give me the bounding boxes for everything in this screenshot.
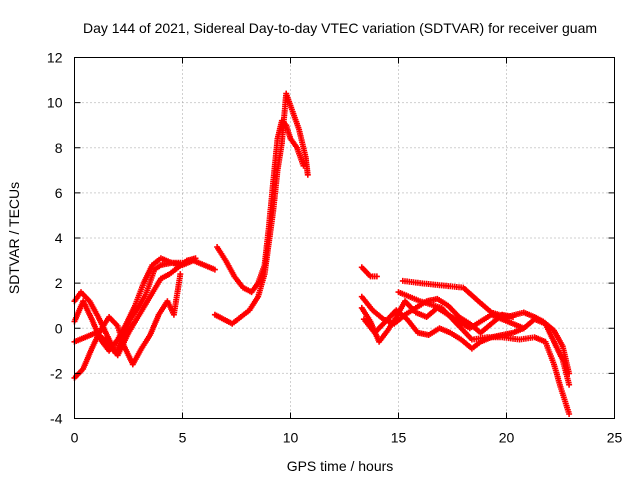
y-tick-label: 10 [47, 95, 63, 111]
y-tick-label: 6 [55, 185, 63, 201]
series-track-7 [358, 264, 380, 280]
data-points [358, 298, 527, 345]
y-tick-label: -2 [50, 365, 63, 381]
y-tick-label: 4 [55, 230, 63, 246]
series-track-6 [211, 90, 311, 327]
y-tick-label: 8 [55, 140, 63, 156]
y-tick-label: 0 [55, 320, 63, 336]
x-axis-label: GPS time / hours [287, 458, 394, 474]
data-points [214, 117, 307, 296]
data-points [360, 307, 573, 388]
y-tick-label: -4 [50, 411, 63, 427]
data-points [358, 264, 380, 280]
y-tick-label: 12 [47, 50, 63, 66]
axes: 0 5 10 15 20 25 -4 -2 0 2 4 6 8 10 12 [47, 50, 623, 446]
x-tick-label: 15 [391, 430, 407, 446]
data-layer [71, 90, 573, 417]
chart-title: Day 144 of 2021, Sidereal Day-to-day VTE… [83, 20, 597, 36]
y-axis-label: SDTVAR / TECUs [6, 182, 22, 294]
x-tick-label: 20 [499, 430, 515, 446]
grid [74, 57, 615, 419]
x-tick-label: 10 [283, 430, 299, 446]
series-track-5 [214, 117, 307, 296]
data-points [211, 90, 311, 327]
x-tick-label: 0 [71, 430, 79, 446]
series-track-12 [358, 298, 527, 345]
y-tick-label: 2 [55, 275, 63, 291]
x-tick-label: 5 [179, 430, 187, 446]
x-tick-label: 25 [607, 430, 623, 446]
series-track-11 [360, 307, 573, 388]
